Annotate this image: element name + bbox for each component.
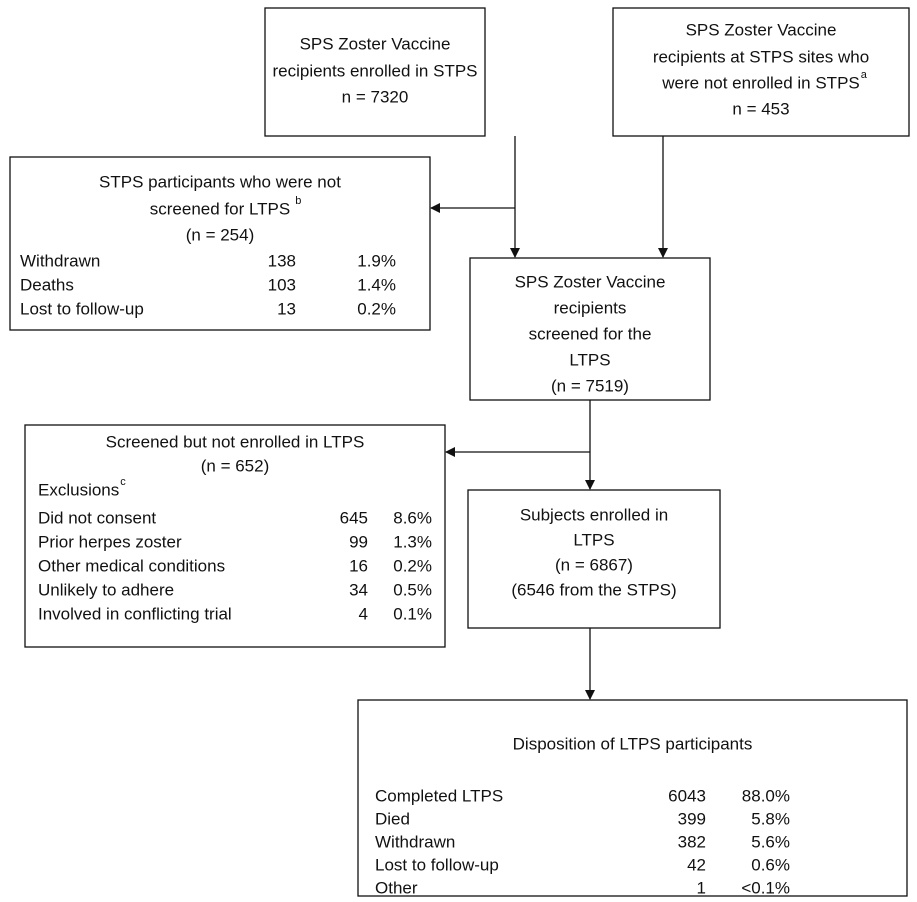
row-count: 4 [359, 604, 368, 623]
superscript: a [861, 69, 868, 81]
box-text: (n = 652) [201, 456, 270, 475]
row-percent: 0.5% [393, 580, 432, 599]
box-text: Exclusions [38, 480, 119, 499]
superscript: b [295, 195, 301, 207]
row-label: Other [375, 878, 418, 897]
row-count: 382 [678, 832, 706, 851]
row-count: 16 [349, 556, 368, 575]
box-text: (6546 from the STPS) [511, 580, 676, 599]
row-label: Died [375, 809, 410, 828]
box-text: recipients at STPS sites who [653, 47, 869, 66]
row-percent: 0.6% [751, 855, 790, 874]
box-text: screened for the [529, 324, 652, 343]
row-label: Involved in conflicting trial [38, 604, 232, 623]
box-text: recipients enrolled in STPS [272, 61, 477, 80]
row-count: 645 [340, 508, 368, 527]
row-count: 399 [678, 809, 706, 828]
box-text: SPS Zoster Vaccine [515, 272, 666, 291]
row-label: Withdrawn [20, 251, 100, 270]
box-text: STPS participants who were not [99, 172, 341, 191]
row-percent: 5.6% [751, 832, 790, 851]
box-text: (n = 6867) [555, 555, 633, 574]
box [9, 156, 431, 331]
box-text: Subjects enrolled in [520, 505, 668, 524]
box-text: were not enrolled in STPS [661, 73, 860, 92]
row-percent: 0.2% [393, 556, 432, 575]
row-label: Unlikely to adhere [38, 580, 174, 599]
row-percent: 0.1% [393, 604, 432, 623]
row-percent: 88.0% [742, 786, 790, 805]
box [467, 489, 721, 629]
box-text: Disposition of LTPS participants [513, 734, 753, 753]
box [469, 257, 711, 401]
row-percent: 5.8% [751, 809, 790, 828]
row-label: Withdrawn [375, 832, 455, 851]
row-label: Did not consent [38, 508, 156, 527]
row-count: 42 [687, 855, 706, 874]
box-text: screened for LTPS [150, 199, 290, 218]
row-label: Completed LTPS [375, 786, 503, 805]
box-text: LTPS [573, 530, 614, 549]
row-percent: 8.6% [393, 508, 432, 527]
row-percent: <0.1% [741, 878, 790, 897]
box-text: recipients [554, 298, 627, 317]
row-count: 1 [697, 878, 706, 897]
row-count: 138 [268, 251, 296, 270]
box-text: (n = 7519) [551, 376, 629, 395]
box [264, 7, 486, 137]
box [357, 699, 908, 897]
row-percent: 1.3% [393, 532, 432, 551]
row-count: 34 [349, 580, 368, 599]
row-count: 6043 [668, 786, 706, 805]
box-text: SPS Zoster Vaccine [686, 20, 837, 39]
row-percent: 1.4% [357, 275, 396, 294]
row-label: Lost to follow-up [375, 855, 499, 874]
box-text: LTPS [569, 350, 610, 369]
row-label: Deaths [20, 275, 74, 294]
row-count: 99 [349, 532, 368, 551]
row-percent: 0.2% [357, 299, 396, 318]
row-percent: 1.9% [357, 251, 396, 270]
box [612, 7, 910, 137]
box-text: SPS Zoster Vaccine [300, 34, 451, 53]
superscript: c [120, 476, 126, 488]
box-text: n = 7320 [342, 87, 409, 106]
row-count: 103 [268, 275, 296, 294]
row-label: Other medical conditions [38, 556, 225, 575]
row-label: Lost to follow-up [20, 299, 144, 318]
box-text: Screened but not enrolled in LTPS [106, 432, 365, 451]
box-text: n = 453 [732, 99, 789, 118]
row-count: 13 [277, 299, 296, 318]
row-label: Prior herpes zoster [38, 532, 182, 551]
box-text: (n = 254) [186, 225, 255, 244]
box [24, 424, 446, 648]
